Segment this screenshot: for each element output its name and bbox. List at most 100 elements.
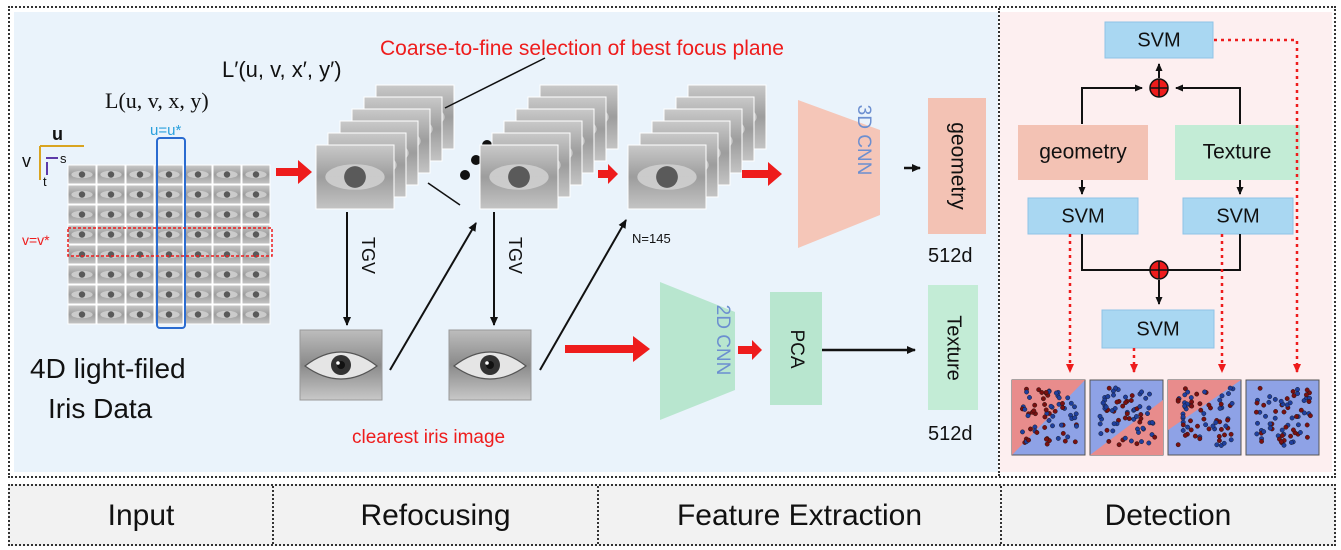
axis-s-label: s <box>60 151 67 166</box>
svm-fusion-box <box>1101 309 1215 349</box>
light-field-view <box>67 284 97 305</box>
light-field-view <box>154 284 184 305</box>
light-field-view <box>67 244 97 265</box>
light-field-view <box>67 184 97 205</box>
cnn3d-label: 3D CNN <box>853 105 874 176</box>
scatter-plot <box>1089 379 1164 456</box>
pca-block <box>770 292 822 405</box>
light-field-view <box>154 304 184 325</box>
input-title-line2: Iris Data <box>48 393 153 424</box>
u-star-label: u=u* <box>150 122 181 139</box>
light-field-view <box>96 224 126 245</box>
light-field-view <box>241 284 271 305</box>
geometry-dim-label: 512d <box>928 245 973 267</box>
light-field-view <box>212 204 242 225</box>
light-field-view <box>125 264 155 285</box>
light-field-view <box>67 224 97 245</box>
coarse-to-fine-headline: Coarse-to-fine selection of best focus p… <box>380 37 784 60</box>
light-field-view <box>241 204 271 225</box>
arrow-stack-to-3dcnn <box>742 162 782 186</box>
light-field-view <box>183 264 213 285</box>
arrow-clear-to-2dcnn <box>565 336 650 362</box>
axis-u-label: u <box>52 124 63 144</box>
light-field-view <box>183 184 213 205</box>
formula-lrefocus: L′(u, v, x′, y′) <box>222 57 342 82</box>
light-field-view <box>212 224 242 245</box>
clear-eye-image-1 <box>299 329 383 401</box>
stage-bar <box>8 484 1336 546</box>
stage-feature-extraction-label: Feature Extraction <box>676 499 923 532</box>
stage-detection-label: Detection <box>1104 499 1232 532</box>
arrow-2dcnn-to-pca <box>738 340 762 360</box>
light-field-view <box>96 284 126 305</box>
arrow-stack2-to-stack3 <box>598 164 618 184</box>
v-star-row <box>67 227 273 257</box>
svm-geometry-label: SVM <box>1061 205 1104 227</box>
light-field-view <box>125 164 155 185</box>
light-field-view <box>67 264 97 285</box>
panel-divider <box>998 8 1000 476</box>
light-field-view <box>125 224 155 245</box>
light-field-view <box>154 164 184 185</box>
texture-feature-label: Texture <box>943 315 965 381</box>
clear-eye-image-2 <box>448 329 532 401</box>
light-field-view <box>67 204 97 225</box>
light-field-view <box>241 244 271 265</box>
ellipsis-dot-2 <box>471 155 481 165</box>
cnn2d-block <box>660 282 735 420</box>
svm-geometry-box <box>1027 197 1139 235</box>
stage-divider-3 <box>1000 486 1002 544</box>
axis-v-label: v <box>22 151 31 171</box>
formula-l4d: L(u, v, x, y) <box>105 88 209 113</box>
pipeline-diagram: L(u, v, x, y) u=u* v=v* u v s t 4D light… <box>22 21 1320 456</box>
light-field-view <box>125 304 155 325</box>
light-field-view <box>241 224 271 245</box>
light-field-view <box>212 244 242 265</box>
light-field-view <box>241 184 271 205</box>
light-field-view <box>241 264 271 285</box>
n-label: N=145 <box>632 231 671 246</box>
light-field-view <box>96 264 126 285</box>
light-field-view <box>125 284 155 305</box>
svm-texture-label: SVM <box>1216 205 1259 227</box>
scatter-plot <box>1245 379 1320 456</box>
light-field-view <box>241 164 271 185</box>
stage-refocusing-label: Refocusing <box>360 499 511 532</box>
scatter-plot <box>1011 379 1086 456</box>
light-field-view <box>212 164 242 185</box>
svm-top-box <box>1104 21 1214 59</box>
light-field-view <box>183 284 213 305</box>
light-field-view <box>96 244 126 265</box>
pca-label: PCA <box>786 329 807 368</box>
svm-top-label: SVM <box>1137 29 1180 51</box>
v-star-label: v=v* <box>22 232 50 248</box>
tgv-label-1: TGV <box>358 237 378 274</box>
detect-texture-label: Texture <box>1203 141 1272 164</box>
scatter-plot <box>1167 379 1242 456</box>
focus-slice <box>479 144 559 210</box>
refocus-stack-2 <box>479 84 619 210</box>
axis-t-label: t <box>43 174 47 189</box>
light-field-view <box>212 184 242 205</box>
light-field-view <box>125 244 155 265</box>
light-field-view <box>212 264 242 285</box>
light-field-view <box>183 304 213 325</box>
geometry-feature-label: geometry <box>946 122 969 210</box>
light-field-view <box>154 224 184 245</box>
light-field-view <box>183 244 213 265</box>
cnn3d-block <box>798 100 880 248</box>
clearest-label: clearest iris image <box>352 427 505 448</box>
stage-divider-2 <box>597 486 599 544</box>
light-field-view <box>154 204 184 225</box>
decision-boundary-plots <box>1011 379 1320 456</box>
stage-divider-1 <box>272 486 274 544</box>
tgv-label-2: TGV <box>505 237 525 274</box>
detect-geometry-box <box>1018 125 1148 180</box>
svm-texture-box <box>1182 197 1294 235</box>
texture-feature-box <box>928 285 978 410</box>
light-field-view <box>212 304 242 325</box>
light-field-view <box>96 304 126 325</box>
light-field-view <box>154 184 184 205</box>
detect-geometry-label: geometry <box>1039 141 1127 164</box>
refocus-stack-1 <box>315 84 455 210</box>
